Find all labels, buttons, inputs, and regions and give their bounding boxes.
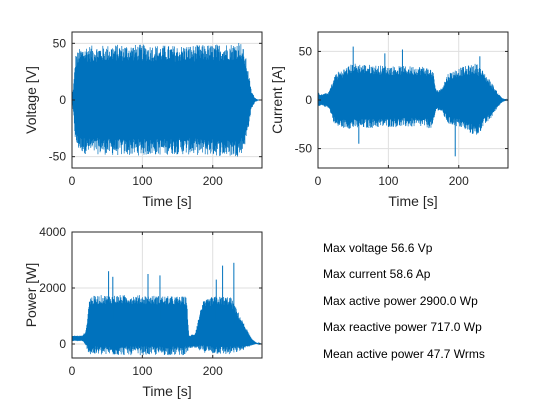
power-x-axis-label: Time [s] (142, 383, 191, 399)
power-series (72, 262, 262, 356)
power-signal-line (72, 295, 262, 356)
voltage-y-tick-label: 50 (53, 36, 67, 50)
voltage-y-axis-label: Voltage [V] (23, 66, 39, 134)
current-y-tick-label: -50 (295, 142, 313, 156)
power-y-tick-label: 0 (59, 337, 66, 351)
current-chart: 0 100 200 -50 0 50 Time [s] Current [A] (269, 31, 509, 209)
voltage-signal-line (72, 42, 262, 157)
current-series (318, 46, 508, 157)
current-x-tick-label: 0 (315, 174, 322, 188)
max-active-power-text: Max active power 2900.0 Wp (323, 294, 478, 308)
voltage-series (72, 42, 262, 157)
current-x-tick-label: 200 (449, 174, 469, 188)
current-signal-line (318, 63, 508, 135)
power-x-tick-label: 0 (69, 364, 76, 378)
stats-panel: Max voltage 56.6 Vp Max current 58.6 Ap … (323, 241, 485, 361)
max-reactive-power-text: Max reactive power 717.0 Wp (323, 320, 482, 334)
power-x-tick-label: 200 (203, 364, 223, 378)
power-signal-band (72, 305, 262, 346)
voltage-x-tick-label: 200 (203, 174, 223, 188)
voltage-x-tick-label: 0 (69, 174, 76, 188)
voltage-signal-band (72, 61, 262, 137)
max-current-text: Max current 58.6 Ap (323, 267, 431, 281)
current-y-tick-label: 0 (305, 93, 312, 107)
power-y-tick-label: 4000 (39, 225, 66, 239)
current-x-axis-label: Time [s] (388, 193, 437, 209)
mean-active-power-text: Mean active power 47.7 Wrms (323, 347, 485, 361)
current-x-tick-label: 100 (378, 174, 398, 188)
voltage-x-tick-label: 100 (132, 174, 152, 188)
power-axes-box (71, 231, 263, 359)
power-y-tick-label: 2000 (39, 281, 66, 295)
voltage-y-tick-label: -50 (49, 150, 67, 164)
voltage-x-axis-label: Time [s] (142, 193, 191, 209)
current-signal-band (318, 74, 508, 124)
power-y-axis-label: Power [W] (23, 263, 39, 328)
current-y-tick-label: 50 (299, 44, 313, 58)
max-voltage-text: Max voltage 56.6 Vp (323, 241, 433, 255)
power-x-tick-label: 100 (132, 364, 152, 378)
voltage-y-tick-label: 0 (59, 93, 66, 107)
current-y-axis-label: Current [A] (269, 66, 285, 134)
